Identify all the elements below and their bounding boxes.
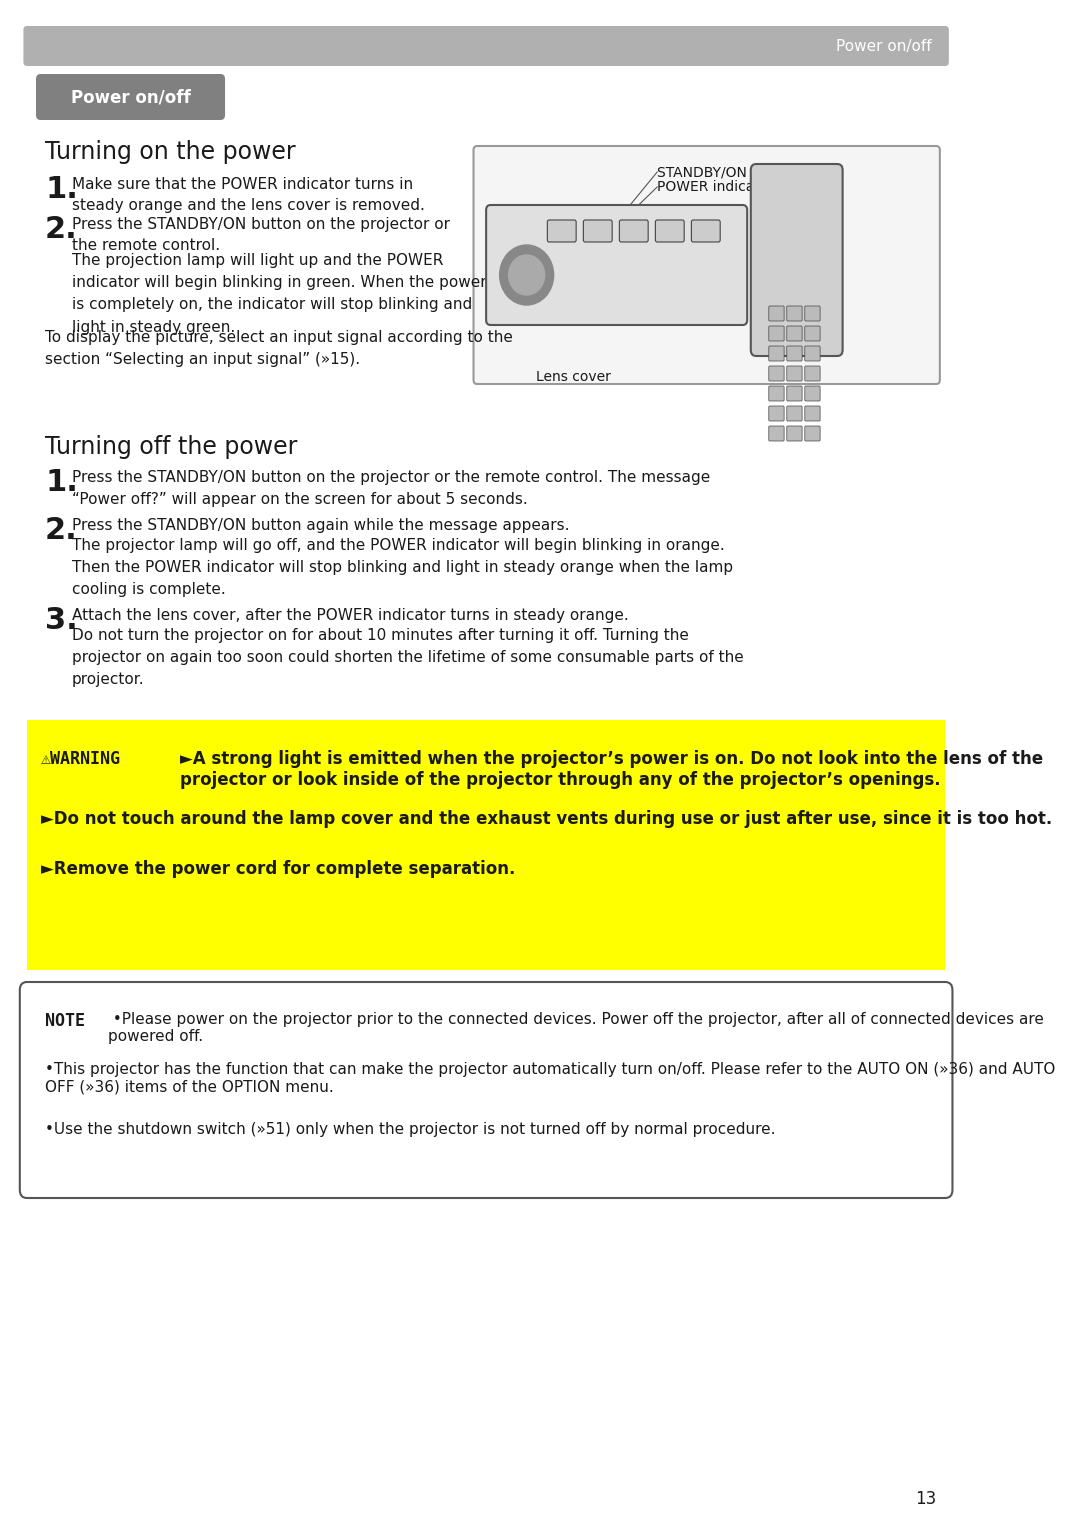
FancyBboxPatch shape — [769, 306, 784, 322]
FancyBboxPatch shape — [486, 205, 747, 325]
Text: The projector lamp will go off, and the POWER indicator will begin blinking in o: The projector lamp will go off, and the … — [72, 538, 733, 597]
FancyBboxPatch shape — [769, 346, 784, 362]
FancyBboxPatch shape — [787, 306, 802, 322]
Text: Power on/off: Power on/off — [70, 87, 190, 106]
FancyBboxPatch shape — [805, 406, 820, 421]
Text: Press the STANDBY/ON button on the projector or the remote control. The message
: Press the STANDBY/ON button on the proje… — [72, 470, 711, 507]
FancyBboxPatch shape — [769, 386, 784, 401]
FancyBboxPatch shape — [805, 346, 820, 362]
Text: ►Do not touch around the lamp cover and the exhaust vents during use or just aft: ►Do not touch around the lamp cover and … — [41, 810, 1052, 827]
FancyBboxPatch shape — [787, 406, 802, 421]
Text: Press the STANDBY/ON button again while the message appears.: Press the STANDBY/ON button again while … — [72, 518, 569, 533]
FancyBboxPatch shape — [769, 366, 784, 381]
FancyBboxPatch shape — [656, 221, 684, 242]
Text: Turning on the power: Turning on the power — [45, 139, 296, 164]
FancyBboxPatch shape — [769, 406, 784, 421]
FancyBboxPatch shape — [787, 386, 802, 401]
FancyBboxPatch shape — [751, 164, 842, 355]
Text: 1.: 1. — [45, 175, 78, 204]
Text: •This projector has the function that can make the projector automatically turn : •This projector has the function that ca… — [45, 1062, 1055, 1094]
Text: ►Remove the power cord for complete separation.: ►Remove the power cord for complete sepa… — [41, 859, 515, 878]
Text: STANDBY/ON button: STANDBY/ON button — [657, 165, 797, 179]
Text: To display the picture, select an input signal according to the
section “Selecti: To display the picture, select an input … — [45, 329, 513, 368]
Text: Attach the lens cover, after the POWER indicator turns in steady orange.: Attach the lens cover, after the POWER i… — [72, 608, 629, 624]
FancyBboxPatch shape — [619, 221, 648, 242]
FancyBboxPatch shape — [805, 306, 820, 322]
Text: •Use the shutdown switch (»51) only when the projector is not turned off by norm: •Use the shutdown switch (»51) only when… — [45, 1121, 775, 1137]
Text: Lens cover: Lens cover — [536, 371, 610, 385]
FancyBboxPatch shape — [787, 366, 802, 381]
Text: Turning off the power: Turning off the power — [45, 435, 297, 460]
Text: Power on/off: Power on/off — [836, 38, 932, 54]
Text: NOTE: NOTE — [45, 1013, 85, 1030]
Text: 1.: 1. — [45, 467, 78, 496]
Circle shape — [509, 254, 544, 296]
Circle shape — [500, 245, 554, 305]
FancyBboxPatch shape — [691, 221, 720, 242]
Text: Press the STANDBY/ON button on the projector or
the remote control.: Press the STANDBY/ON button on the proje… — [72, 218, 450, 253]
FancyBboxPatch shape — [769, 426, 784, 441]
FancyBboxPatch shape — [583, 221, 612, 242]
FancyBboxPatch shape — [805, 366, 820, 381]
FancyBboxPatch shape — [24, 26, 949, 66]
FancyBboxPatch shape — [473, 146, 940, 385]
Text: POWER indicator: POWER indicator — [657, 179, 774, 195]
Text: 2.: 2. — [45, 516, 78, 545]
FancyBboxPatch shape — [36, 74, 225, 119]
FancyBboxPatch shape — [787, 426, 802, 441]
FancyBboxPatch shape — [19, 982, 953, 1198]
Text: Make sure that the POWER indicator turns in
steady orange and the lens cover is : Make sure that the POWER indicator turns… — [72, 178, 424, 213]
Text: 13: 13 — [915, 1491, 936, 1507]
Text: The projection lamp will light up and the POWER
indicator will begin blinking in: The projection lamp will light up and th… — [72, 253, 487, 334]
Text: ⚠WARNING: ⚠WARNING — [41, 751, 121, 768]
Text: •Please power on the projector prior to the connected devices. Power off the pro: •Please power on the projector prior to … — [108, 1013, 1044, 1045]
Text: ►A strong light is emitted when the projector’s power is on. Do not look into th: ►A strong light is emitted when the proj… — [180, 751, 1043, 789]
FancyBboxPatch shape — [27, 720, 945, 970]
Text: Do not turn the projector on for about 10 minutes after turning it off. Turning : Do not turn the projector on for about 1… — [72, 628, 744, 688]
FancyBboxPatch shape — [787, 346, 802, 362]
FancyBboxPatch shape — [769, 326, 784, 342]
FancyBboxPatch shape — [805, 426, 820, 441]
FancyBboxPatch shape — [805, 386, 820, 401]
FancyBboxPatch shape — [805, 326, 820, 342]
Text: 3.: 3. — [45, 607, 78, 634]
FancyBboxPatch shape — [787, 326, 802, 342]
FancyBboxPatch shape — [548, 221, 576, 242]
Text: 2.: 2. — [45, 214, 78, 244]
